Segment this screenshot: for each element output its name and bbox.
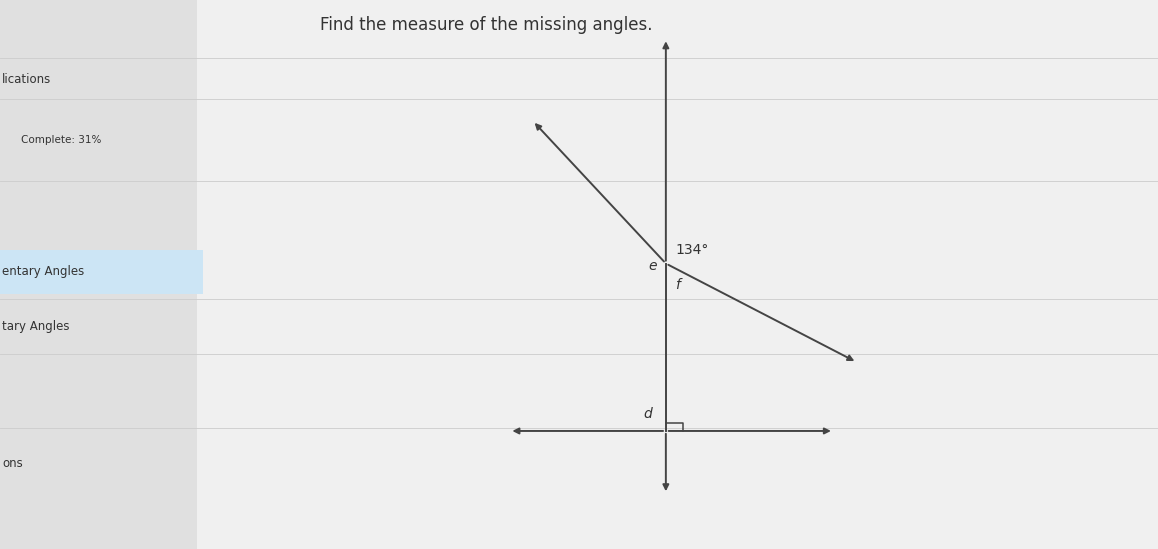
- Text: Find the measure of the missing angles.: Find the measure of the missing angles.: [320, 16, 653, 35]
- Text: 134°: 134°: [675, 243, 709, 257]
- Bar: [0, 250, 203, 294]
- Text: entary Angles: entary Angles: [2, 265, 85, 278]
- Text: lications: lications: [2, 73, 52, 86]
- Text: Complete: 31%: Complete: 31%: [21, 135, 101, 145]
- Text: tary Angles: tary Angles: [2, 320, 69, 333]
- Text: f: f: [675, 278, 680, 293]
- Text: e: e: [648, 259, 657, 273]
- Text: ons: ons: [2, 457, 23, 470]
- Text: d: d: [643, 407, 652, 422]
- Bar: [0, 0, 197, 549]
